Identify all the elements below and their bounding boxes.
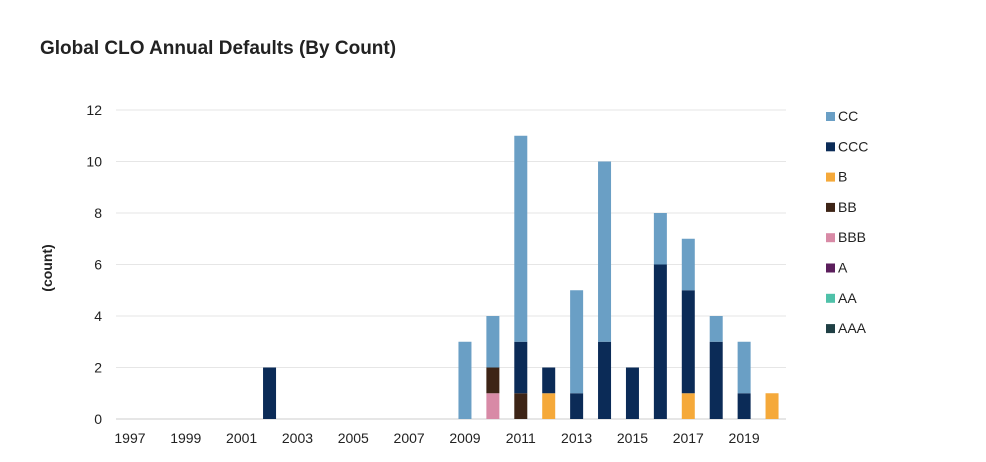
bar-bb-2011 — [514, 393, 528, 419]
gridlines — [116, 109, 786, 420]
bar-cc-2014 — [598, 161, 612, 342]
legend-label-b: B — [838, 169, 847, 185]
x-tick-label: 2015 — [617, 430, 648, 446]
legend-swatch-aa — [826, 293, 835, 303]
y-tick-label: 6 — [94, 257, 102, 273]
bar-bbb-2010 — [486, 393, 500, 419]
x-tick-label: 2011 — [506, 430, 536, 446]
bar-cc-2017 — [681, 238, 695, 291]
legend-swatch-aaa — [826, 324, 835, 334]
bars — [263, 135, 779, 419]
x-tick-label: 2019 — [729, 430, 760, 446]
bar-ccc-2012 — [542, 367, 556, 394]
y-tick-label: 8 — [94, 205, 102, 221]
y-tick-label: 10 — [86, 154, 102, 170]
bar-b-2012 — [542, 393, 556, 419]
bar-b-2017 — [681, 393, 695, 419]
bar-ccc-2019 — [737, 393, 751, 419]
bar-cc-2010 — [486, 316, 500, 368]
y-axis-label: (count) — [39, 244, 55, 291]
bar-ccc-2016 — [653, 264, 667, 419]
y-tick-labels: 0 2 4 6 8 10 12 — [86, 102, 102, 427]
legend-label-aaa: AAA — [838, 320, 867, 336]
bar-ccc-2002 — [263, 367, 277, 419]
x-tick-label: 2009 — [449, 430, 480, 446]
x-tick-label: 2007 — [394, 430, 425, 446]
legend-swatch-a — [826, 263, 835, 273]
legend-swatch-cc — [826, 112, 835, 121]
bar-ccc-2014 — [598, 341, 612, 419]
x-tick-label: 2001 — [226, 430, 257, 446]
x-tick-label: 2005 — [338, 430, 369, 446]
legend-label-cc: CC — [838, 108, 858, 124]
bar-cc-2011 — [514, 135, 528, 342]
legend-swatch-b — [826, 172, 835, 182]
y-tick-label: 0 — [94, 411, 102, 427]
legend-label-a: A — [838, 260, 848, 276]
legend-label-ccc: CCC — [838, 138, 868, 154]
bar-cc-2018 — [709, 316, 723, 342]
bar-ccc-2011 — [514, 341, 528, 394]
bar-cc-2016 — [653, 213, 667, 265]
bar-b-2020 — [765, 393, 779, 419]
legend-label-aa: AA — [838, 290, 857, 306]
x-tick-label: 1999 — [170, 430, 201, 446]
legend-label-bb: BB — [838, 199, 857, 215]
y-tick-label: 2 — [94, 360, 102, 376]
legend-swatch-bbb — [826, 233, 835, 243]
bar-cc-2013 — [570, 290, 584, 394]
legend-swatch-bb — [826, 202, 835, 212]
y-tick-label: 12 — [86, 102, 102, 118]
bar-cc-2009 — [458, 341, 472, 419]
x-tick-label: 1997 — [114, 430, 145, 446]
legend-swatch-ccc — [826, 142, 835, 152]
x-tick-label: 2013 — [561, 430, 592, 446]
bar-ccc-2015 — [625, 367, 639, 419]
bar-cc-2019 — [737, 341, 751, 394]
bar-ccc-2018 — [709, 341, 723, 419]
y-tick-label: 4 — [94, 308, 102, 324]
bar-ccc-2013 — [570, 393, 584, 419]
bar-bb-2010 — [486, 367, 500, 394]
x-tick-labels: 1997 1999 2001 2003 2005 2007 2009 2011 2013 2015… — [114, 430, 760, 446]
bar-ccc-2017 — [681, 290, 695, 394]
x-tick-label: 2017 — [673, 430, 704, 446]
chart-title: Global CLO Annual Defaults (By Count) — [40, 38, 397, 59]
legend-label-bbb: BBB — [838, 229, 866, 245]
x-tick-label: 2003 — [282, 430, 313, 446]
